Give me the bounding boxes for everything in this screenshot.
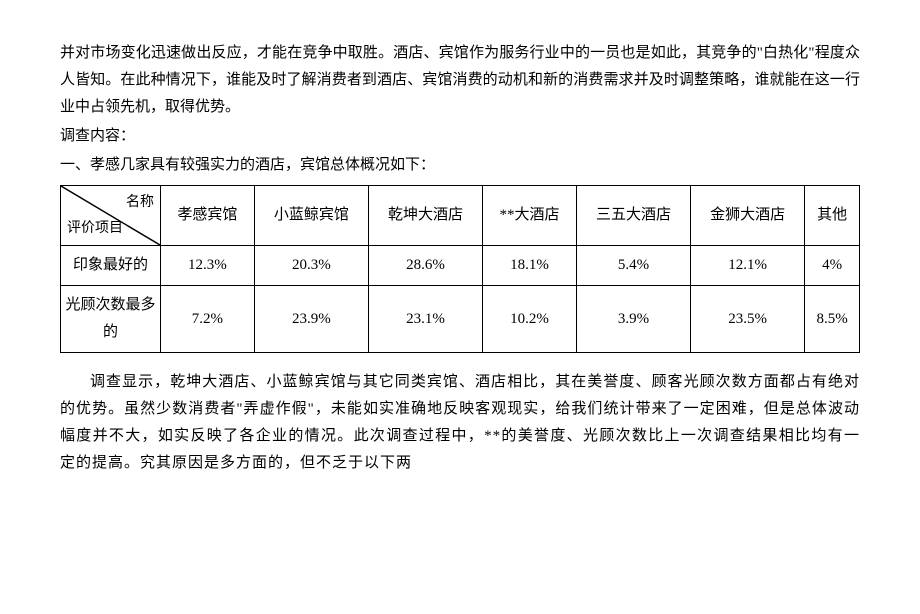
hotel-survey-table: 名称 评价项目 孝感宾馆 小蓝鲸宾馆 乾坤大酒店 **大酒店 三五大酒店 金狮大… (60, 185, 860, 353)
analysis-paragraph-1: 调查显示，乾坤大酒店、小蓝鲸宾馆与其它同类宾馆、酒店相比，其在美誉度、顾客光顾次… (60, 369, 860, 477)
table-cell: 8.5% (805, 286, 860, 353)
row-label: 印象最好的 (61, 246, 161, 286)
table-cell: 28.6% (368, 246, 482, 286)
col-header: 乾坤大酒店 (368, 186, 482, 246)
table-cell: 12.1% (691, 246, 805, 286)
table-cell: 18.1% (483, 246, 577, 286)
col-header: 其他 (805, 186, 860, 246)
section-one-heading: 一、孝感几家具有较强实力的酒店，宾馆总体概况如下： (60, 152, 860, 179)
col-header: 金狮大酒店 (691, 186, 805, 246)
col-header: 小蓝鲸宾馆 (254, 186, 368, 246)
row-label: 光顾次数最多的 (61, 286, 161, 353)
diag-header-bottom: 评价项目 (67, 216, 123, 241)
table-cell: 10.2% (483, 286, 577, 353)
intro-paragraph-1: 并对市场变化迅速做出反应，才能在竞争中取胜。酒店、宾馆作为服务行业中的一员也是如… (60, 40, 860, 121)
table-cell: 4% (805, 246, 860, 286)
survey-content-heading: 调查内容： (60, 123, 860, 150)
table-cell: 23.5% (691, 286, 805, 353)
table-cell: 5.4% (576, 246, 690, 286)
table-cell: 3.9% (576, 286, 690, 353)
table-cell: 23.9% (254, 286, 368, 353)
table-cell: 7.2% (161, 286, 255, 353)
table-header-row: 名称 评价项目 孝感宾馆 小蓝鲸宾馆 乾坤大酒店 **大酒店 三五大酒店 金狮大… (61, 186, 860, 246)
col-header: 孝感宾馆 (161, 186, 255, 246)
table-cell: 23.1% (368, 286, 482, 353)
table-cell: 12.3% (161, 246, 255, 286)
table-cell: 20.3% (254, 246, 368, 286)
col-header: 三五大酒店 (576, 186, 690, 246)
diagonal-header-cell: 名称 评价项目 (61, 186, 161, 246)
table-row: 光顾次数最多的 7.2% 23.9% 23.1% 10.2% 3.9% 23.5… (61, 286, 860, 353)
table-row: 印象最好的 12.3% 20.3% 28.6% 18.1% 5.4% 12.1%… (61, 246, 860, 286)
col-header: **大酒店 (483, 186, 577, 246)
diag-header-top: 名称 (126, 190, 154, 215)
